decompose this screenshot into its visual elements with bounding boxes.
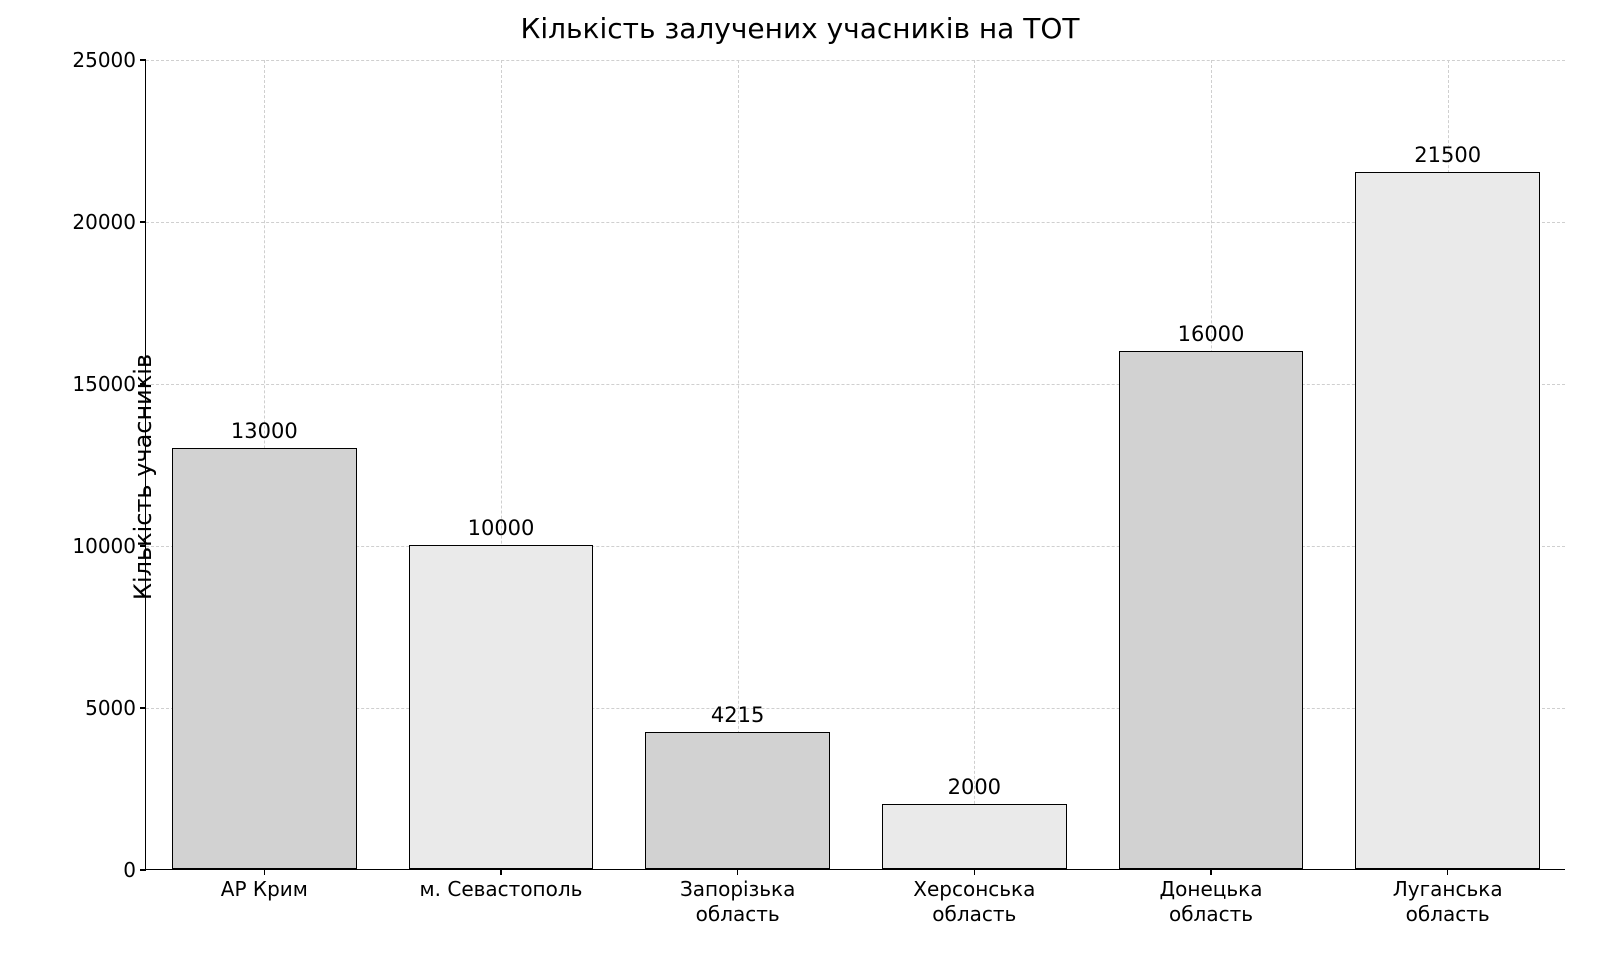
x-tick-mark (1210, 869, 1212, 875)
bar (645, 732, 830, 869)
bar-value-label: 4215 (711, 703, 764, 727)
gridline-h (146, 60, 1565, 61)
chart-title: Кількість залучених учасників на ТОТ (0, 12, 1600, 45)
bar (172, 448, 357, 869)
y-tick-mark (140, 707, 146, 709)
x-tick-mark (500, 869, 502, 875)
x-tick-mark (974, 869, 976, 875)
plot-area: 050001000015000200002500013000АР Крим100… (145, 60, 1565, 870)
gridline-h (146, 546, 1565, 547)
bar-value-label: 10000 (468, 516, 535, 540)
y-tick-label: 5000 (85, 696, 146, 720)
y-tick-mark (140, 383, 146, 385)
bar-value-label: 13000 (231, 419, 298, 443)
y-tick-mark (140, 59, 146, 61)
x-tick-mark (1447, 869, 1449, 875)
x-tick-label: Херсонська область (913, 869, 1035, 927)
y-tick-label: 20000 (72, 210, 146, 234)
gridline-h (146, 384, 1565, 385)
x-tick-label: Луганська область (1393, 869, 1503, 927)
bar (1355, 172, 1540, 869)
bar-value-label: 2000 (948, 775, 1001, 799)
x-tick-label: Донецька область (1160, 869, 1263, 927)
y-tick-mark (140, 869, 146, 871)
bar (1119, 351, 1304, 869)
gridline-h (146, 222, 1565, 223)
x-tick-mark (737, 869, 739, 875)
y-tick-mark (140, 545, 146, 547)
y-tick-mark (140, 221, 146, 223)
bar (409, 545, 594, 869)
y-tick-label: 15000 (72, 372, 146, 396)
y-tick-label: 10000 (72, 534, 146, 558)
chart-container: Кількість залучених учасників на ТОТ Кіл… (0, 0, 1600, 954)
x-tick-mark (264, 869, 266, 875)
bar-value-label: 16000 (1178, 322, 1245, 346)
y-tick-label: 25000 (72, 48, 146, 72)
gridline-h (146, 708, 1565, 709)
gridline-v (974, 60, 975, 869)
x-tick-label: Запорізька область (680, 869, 795, 927)
bar-value-label: 21500 (1414, 143, 1481, 167)
bar (882, 804, 1067, 869)
